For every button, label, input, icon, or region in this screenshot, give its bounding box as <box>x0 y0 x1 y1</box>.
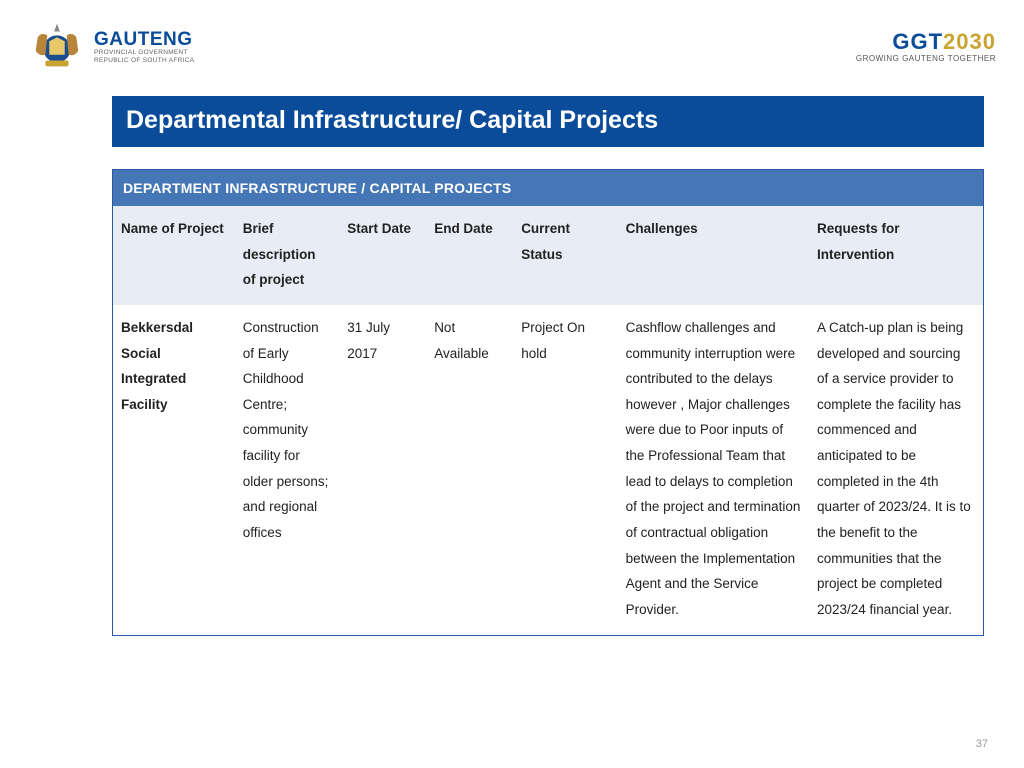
col-header-requests: Requests for Intervention <box>809 206 983 305</box>
cell-start-date: 31 July 2017 <box>339 305 426 635</box>
cell-project-name: Bekkersdal Social Integrated Facility <box>113 305 235 635</box>
col-header-status: Current Status <box>513 206 617 305</box>
table-title: DEPARTMENT INFRASTRUCTURE / CAPITAL PROJ… <box>113 170 983 206</box>
table-header-row: Name of Project Brief description of pro… <box>113 206 983 305</box>
projects-table-container: DEPARTMENT INFRASTRUCTURE / CAPITAL PROJ… <box>112 169 984 636</box>
ggt-text: GGT <box>892 29 943 54</box>
col-header-challenges: Challenges <box>618 206 809 305</box>
cell-challenges: Cashflow challenges and community interr… <box>618 305 809 635</box>
ggt-tagline: GROWING GAUTENG TOGETHER <box>856 55 996 63</box>
gauteng-logo-block: GAUTENG PROVINCIAL GOVERNMENT REPUBLIC O… <box>28 18 194 76</box>
ggt2030-logo-block: GGT2030 GROWING GAUTENG TOGETHER <box>856 31 996 63</box>
col-header-end: End Date <box>426 206 513 305</box>
cell-requests: A Catch-up plan is being developed and s… <box>809 305 983 635</box>
col-header-desc: Brief description of project <box>235 206 339 305</box>
slide-header: GAUTENG PROVINCIAL GOVERNMENT REPUBLIC O… <box>0 0 1024 86</box>
cell-description: Construction of Early Childhood Centre; … <box>235 305 339 635</box>
gauteng-logo-sub2: REPUBLIC OF SOUTH AFRICA <box>94 58 194 65</box>
cell-status: Project On hold <box>513 305 617 635</box>
slide-title-bar: Departmental Infrastructure/ Capital Pro… <box>112 96 984 147</box>
gauteng-logo-text: GAUTENG <box>94 30 194 49</box>
gauteng-logo-sub1: PROVINCIAL GOVERNMENT <box>94 50 194 57</box>
col-header-start: Start Date <box>339 206 426 305</box>
ggt-year-text: 2030 <box>943 29 996 54</box>
table-row: Bekkersdal Social Integrated Facility Co… <box>113 305 983 635</box>
cell-end-date: Not Available <box>426 305 513 635</box>
gauteng-crest-icon <box>28 18 86 76</box>
col-header-name: Name of Project <box>113 206 235 305</box>
projects-table: Name of Project Brief description of pro… <box>113 206 983 635</box>
page-number: 37 <box>976 738 988 750</box>
